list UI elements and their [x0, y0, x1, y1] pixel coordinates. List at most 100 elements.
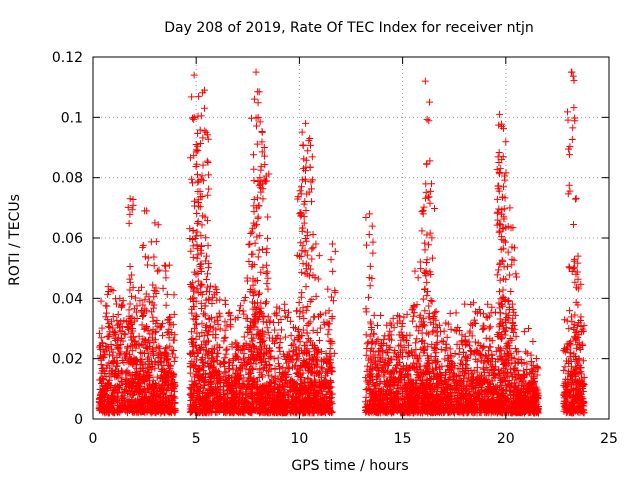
data-point: [149, 350, 157, 358]
data-point: [160, 362, 168, 370]
data-point: [133, 314, 141, 322]
data-point: [205, 171, 213, 179]
data-point: [189, 227, 197, 235]
data-point: [170, 380, 178, 388]
data-point: [162, 267, 170, 275]
data-point: [148, 366, 156, 374]
data-point: [203, 322, 211, 330]
data-point: [109, 287, 117, 295]
data-point: [133, 357, 141, 365]
data-point: [169, 379, 177, 387]
data-point: [145, 373, 153, 381]
data-point: [138, 393, 146, 401]
data-point: [170, 346, 178, 354]
data-point: [197, 384, 205, 392]
data-point: [192, 146, 200, 154]
data-point: [193, 320, 201, 328]
data-point: [215, 309, 223, 317]
data-point: [133, 365, 140, 373]
data-point: [169, 350, 177, 358]
data-point: [189, 283, 197, 291]
data-point: [128, 292, 136, 300]
data-point: [205, 354, 213, 362]
data-point: [124, 409, 132, 417]
data-point: [150, 253, 158, 261]
data-point: [123, 344, 131, 352]
data-point: [193, 254, 201, 262]
data-point: [130, 378, 138, 386]
data-point: [158, 399, 166, 407]
data-point: [147, 400, 155, 408]
data-point: [102, 302, 110, 310]
data-point: [104, 283, 112, 291]
data-point: [153, 373, 161, 381]
data-point: [125, 377, 133, 385]
data-point: [206, 369, 214, 377]
data-point: [152, 287, 160, 295]
data-point: [196, 387, 204, 395]
data-point: [207, 377, 215, 385]
data-point: [139, 301, 147, 309]
data-point: [126, 195, 134, 203]
data-point: [196, 203, 204, 211]
data-point: [199, 89, 207, 97]
data-point: [106, 394, 114, 402]
data-point: [189, 303, 197, 311]
data-point: [130, 398, 138, 406]
data-point: [95, 404, 103, 412]
data-point: [127, 314, 135, 322]
data-point: [195, 393, 203, 401]
data-point: [152, 393, 160, 401]
data-point: [146, 330, 154, 338]
data-point: [141, 305, 149, 313]
data-point: [196, 261, 204, 269]
data-point: [207, 361, 215, 369]
data-point: [214, 349, 222, 357]
data-point: [98, 400, 106, 408]
data-point: [194, 289, 202, 297]
data-point: [128, 347, 136, 355]
data-point: [206, 380, 214, 388]
data-point: [103, 386, 111, 394]
data-point: [167, 403, 175, 411]
data-point: [130, 359, 138, 367]
data-point: [123, 377, 131, 385]
data-point: [188, 309, 196, 317]
data-point: [190, 152, 198, 160]
data-point: [149, 326, 157, 334]
data-point: [152, 327, 160, 335]
data-point: [148, 334, 156, 342]
data-point: [117, 348, 125, 356]
data-point: [159, 371, 167, 379]
data-point: [103, 309, 111, 317]
data-point: [97, 334, 105, 342]
data-point: [201, 127, 209, 135]
data-point: [149, 281, 157, 289]
data-point: [211, 374, 219, 382]
data-point: [151, 358, 159, 366]
data-point: [159, 320, 167, 328]
data-point: [141, 360, 149, 368]
data-point: [135, 287, 143, 295]
data-point: [150, 293, 158, 301]
data-point: [198, 320, 206, 328]
data-point: [144, 343, 152, 351]
data-point: [143, 324, 151, 332]
data-point: [215, 406, 223, 414]
data-point: [195, 92, 203, 100]
data-point: [204, 387, 212, 395]
data-point: [125, 360, 133, 368]
data-point: [118, 357, 126, 365]
data-point: [97, 354, 105, 362]
data-point: [125, 369, 133, 377]
data-point: [146, 298, 154, 306]
data-point: [163, 290, 171, 298]
data-point: [126, 351, 134, 359]
data-point: [133, 302, 141, 310]
data-point: [159, 284, 167, 292]
data-point: [109, 312, 117, 320]
data-point: [196, 282, 204, 290]
data-point: [116, 327, 124, 335]
data-point: [141, 336, 149, 344]
data-point: [171, 406, 179, 414]
